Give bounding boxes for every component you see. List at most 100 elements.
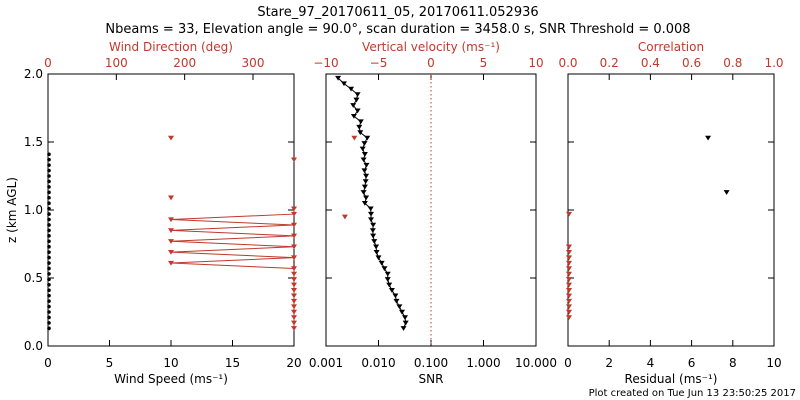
snr-point	[350, 103, 357, 108]
snr-point	[361, 168, 368, 174]
snr-point	[335, 75, 342, 81]
snr-point	[386, 282, 393, 288]
wind-direction-point	[168, 135, 174, 141]
snr-point	[361, 201, 368, 206]
snr-point	[367, 206, 374, 212]
snr-point	[370, 222, 377, 228]
snr-point	[350, 113, 357, 119]
top-axis-label: Vertical velocity (ms⁻¹)	[362, 40, 500, 54]
top-tick-label: 0.0	[558, 56, 577, 70]
wind-direction-point	[168, 239, 174, 244]
wind-direction-point	[291, 222, 297, 228]
x-tick-label: 10.000	[515, 356, 557, 370]
snr-point	[369, 228, 376, 233]
correlation-point	[566, 277, 572, 282]
snr-point	[363, 195, 370, 201]
panel-frame	[567, 73, 775, 347]
snr-point	[348, 86, 355, 92]
wind-direction-point	[291, 309, 297, 315]
x-tick-label: 0.100	[414, 356, 448, 370]
wind-speed-point	[47, 206, 51, 211]
top-tick-label: 0.6	[682, 56, 701, 70]
snr-point	[356, 124, 363, 130]
snr-point	[378, 260, 385, 266]
snr-point	[396, 304, 403, 310]
snr-point	[360, 157, 367, 163]
correlation-point	[566, 315, 572, 321]
y-axis-label: z (km AGL)	[5, 177, 19, 243]
wind-speed-point	[47, 168, 51, 173]
vertical-velocity-point	[341, 214, 348, 220]
snr-point	[361, 184, 368, 190]
wind-speed-point	[47, 288, 51, 293]
residual-point	[723, 190, 730, 195]
wind-direction-line	[170, 208, 295, 329]
top-tick-label: 0.4	[641, 56, 660, 70]
x-tick-label: 0	[564, 356, 572, 370]
wind-speed-point	[47, 250, 51, 254]
wind-speed-point	[47, 310, 51, 314]
snr-point	[361, 141, 368, 146]
top-tick-label: 300	[242, 56, 265, 70]
wind-speed-point	[47, 212, 51, 216]
wind-speed-point	[47, 157, 51, 162]
correlation-point	[566, 255, 572, 261]
wind-speed-point	[47, 315, 51, 320]
wind-direction-point	[291, 282, 297, 288]
snr-point	[361, 152, 368, 157]
vertical-velocity-point	[351, 135, 358, 141]
snr-point	[384, 271, 391, 277]
wind-direction-point	[291, 293, 297, 299]
wind-speed-point	[47, 163, 51, 167]
chart-title: Stare_97_20170611_05, 20170611.052936	[257, 5, 538, 20]
correlation-point	[566, 288, 572, 293]
residual-point	[705, 135, 712, 141]
wind-direction-point	[291, 266, 297, 272]
wind-direction-point	[291, 288, 297, 293]
x-tick-label: 20	[286, 356, 301, 370]
wind-speed-point	[47, 185, 51, 189]
snr-point	[370, 233, 377, 239]
wind-speed-point	[47, 174, 51, 178]
x-axis-label: SNR	[419, 372, 444, 386]
wind-speed-point	[47, 244, 51, 249]
x-tick-label: 15	[225, 356, 240, 370]
top-axis-label: Correlation	[638, 40, 704, 54]
y-tick-label: 0.0	[24, 339, 43, 353]
top-tick-label: 0.8	[723, 56, 742, 70]
correlation-point	[566, 211, 572, 217]
correlation-point	[566, 249, 572, 255]
wind-speed-point	[47, 223, 51, 227]
wind-direction-point	[168, 217, 174, 223]
snr-point	[354, 92, 361, 97]
correlation-point	[566, 260, 572, 266]
top-tick-label: 10	[528, 56, 543, 70]
wind-speed-point	[47, 299, 51, 303]
y-tick-label: 1.0	[24, 203, 43, 217]
wind-direction-point	[291, 211, 297, 217]
top-tick-label: 5	[480, 56, 488, 70]
wind-speed-point	[47, 261, 51, 265]
snr-point	[384, 277, 391, 282]
panel-2: 0.001 0.010 0.100 1.000 10.000 SNR −10 −5 0 5 10 Ve…	[309, 40, 557, 386]
wind-speed-point	[47, 239, 51, 244]
wind-direction-point	[291, 326, 297, 331]
wind-speed-point	[47, 152, 51, 157]
snr-point	[362, 179, 369, 185]
wind-direction-point	[291, 271, 297, 277]
correlation-point	[566, 293, 572, 299]
wind-direction-point	[168, 195, 174, 201]
x-tick-label: 0	[44, 356, 52, 370]
snr-line	[337, 77, 407, 329]
x-tick-label: 5	[106, 356, 114, 370]
snr-point	[402, 315, 409, 321]
wind-direction-point	[291, 277, 297, 282]
wind-speed-point	[47, 255, 51, 260]
x-tick-label: 10	[163, 356, 178, 370]
top-tick-label: 1.0	[764, 56, 783, 70]
wind-speed-point	[47, 321, 51, 325]
snr-point	[381, 266, 388, 272]
x-tick-label: 0.001	[309, 356, 343, 370]
